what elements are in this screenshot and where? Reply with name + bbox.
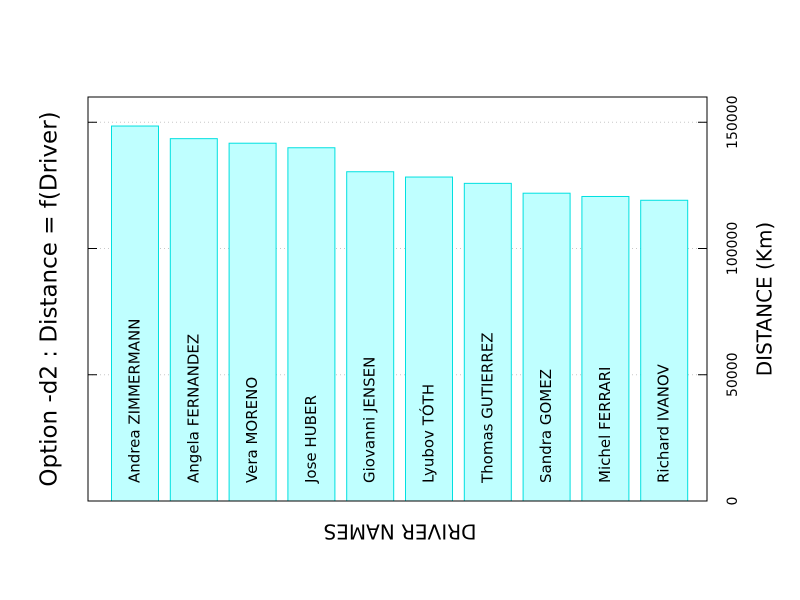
bar-labels: Andrea ZIMMERMANN Angela FERNANDEZ Vera MO… [126,319,673,484]
bar-category-label: Lyubov TÓTH [419,384,438,483]
bar-category-label: Angela FERNANDEZ [184,334,202,483]
bar [405,176,453,502]
chart-title: Option -d2 : Distance = f(Driver) [37,111,63,486]
bar-category-label: Vera MORENO [243,377,261,483]
bar [346,171,395,502]
bar [640,199,689,502]
y-tick-label: 100000 [725,222,741,275]
plot-frame [87,96,708,502]
y-tick-label: 50000 [725,352,741,397]
bar-category-label: Richard IVANOV [655,364,673,483]
bar-category-label: Jose HUBER [302,395,320,484]
bar [111,125,159,502]
bar-category-label: Sandra GOMEZ [537,369,555,483]
y-tick-label: 0 [725,497,741,506]
bar-category-label: Giovanni JENSEN [361,357,379,483]
bar [169,138,218,502]
bar [228,142,277,502]
y-axis-ticks: 0 50000 100000 150000 [88,96,741,506]
y-tick-label: 150000 [725,96,741,149]
y-axis-label: DISTANCE (Km) [753,222,777,376]
bar-category-label: Michel FERRARI [596,367,614,483]
x-axis-label: DRIVER NAMES [324,520,477,544]
bar-category-label: Andrea ZIMMERMANN [126,319,144,483]
bar [522,192,571,502]
bar [287,147,336,502]
bar-category-label: Thomas GUTIERREZ [478,333,496,485]
bars [111,125,689,502]
